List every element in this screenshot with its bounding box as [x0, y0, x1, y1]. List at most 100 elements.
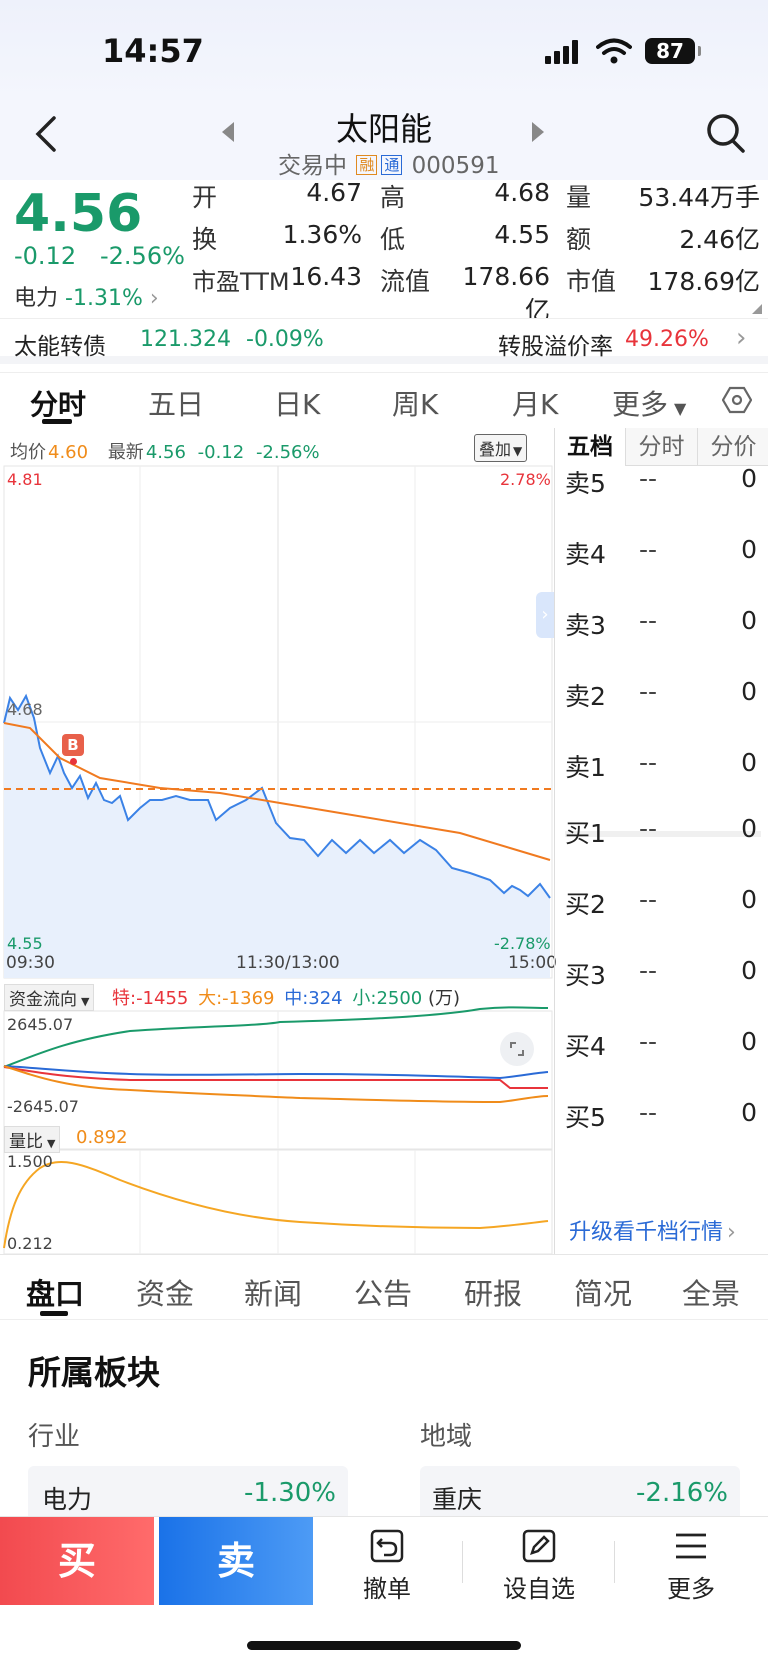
buy-row[interactable]: 买3 -- 0 — [565, 956, 757, 990]
expand-corner-icon[interactable] — [752, 304, 762, 314]
flow-max: 2645.07 — [7, 1015, 74, 1034]
intraday-chart[interactable]: 均价 4.60 最新 4.56 -0.12 -2.56% 叠加 ▼ 4.81 2.78… — [0, 428, 557, 1254]
more-button[interactable]: 更多 — [636, 1517, 746, 1607]
stock-subtitle: 交易中 融通 000591 — [278, 146, 499, 180]
dropdown-icon: ▼ — [47, 1137, 56, 1150]
vr-min: 0.212 — [7, 1234, 53, 1253]
tab-daily-k[interactable]: 日K — [274, 388, 321, 421]
active-tab-indicator — [42, 419, 72, 424]
next-stock-icon[interactable] — [530, 122, 544, 142]
tab-overview[interactable]: 全景 — [682, 1277, 741, 1311]
premium-rate: 49.26% — [625, 327, 709, 352]
industry-label: 行业 — [28, 1422, 81, 1452]
settings-icon[interactable] — [722, 385, 752, 415]
open-price: 4.67 — [306, 178, 362, 207]
active-tab-indicator — [40, 1311, 68, 1316]
volume: 53.44万手 — [638, 183, 760, 212]
expand-panel-handle[interactable]: › — [536, 592, 554, 638]
tab-funds[interactable]: 资金 — [136, 1277, 195, 1311]
sell-row[interactable]: 卖2 -- 0 — [565, 677, 757, 711]
sector-section: 所属板块 行业 地域 电力 -1.30% 重庆 -2.16% — [0, 1320, 768, 1526]
tab-handicap[interactable]: 盘口 — [26, 1277, 85, 1311]
chevron-right-icon: › — [736, 323, 747, 353]
tab-intraday[interactable]: 分时 — [30, 388, 87, 421]
battery-icon: 87 — [645, 38, 701, 64]
bond-name: 太能转债 — [14, 334, 106, 360]
cancel-order-button[interactable]: 撤单 — [332, 1517, 442, 1607]
menu-icon — [676, 1533, 706, 1559]
tab-monthly-k[interactable]: 月K — [512, 388, 559, 421]
tab-profile[interactable]: 简况 — [574, 1277, 633, 1311]
buy-row[interactable]: 买4 -- 0 — [565, 1027, 757, 1061]
chart-ref-price: 4.68 — [7, 700, 43, 719]
time-start: 09:30 — [6, 953, 55, 973]
premium-label: 转股溢价率 — [498, 334, 613, 360]
dropdown-icon: ▼ — [674, 399, 687, 418]
order-book-tabs: 五档 分时 分价 — [555, 428, 768, 466]
sell-button[interactable]: 卖 — [159, 1517, 313, 1605]
bond-price: 121.324 — [140, 327, 231, 352]
book-divider — [565, 831, 761, 837]
volume-ratio-dropdown[interactable]: 量比 ▼ — [4, 1126, 61, 1153]
fullscreen-icon[interactable] — [500, 1032, 534, 1066]
back-icon[interactable] — [32, 114, 62, 154]
tab-ticks[interactable]: 分时 — [625, 428, 697, 466]
tab-weekly-k[interactable]: 周K — [392, 388, 439, 421]
sell-row[interactable]: 卖3 -- 0 — [565, 606, 757, 640]
chart-legend: 均价 4.60 最新 4.56 -0.12 -2.56% — [10, 442, 320, 463]
fund-flow-dropdown[interactable]: 资金流向 ▼ — [4, 984, 95, 1011]
volume-ratio-value: 0.892 — [76, 1127, 128, 1148]
add-watchlist-button[interactable]: 设自选 — [484, 1517, 594, 1607]
buy-button[interactable]: 买 — [0, 1517, 154, 1605]
tab-price-dist[interactable]: 分价 — [697, 428, 768, 466]
fund-flow-legend: 特:-1455 大:-1369 中:324 小:2500 (万) — [112, 988, 461, 1009]
overlay-dropdown[interactable]: 叠加 ▼ — [474, 434, 528, 462]
price-change: -0.12 — [14, 242, 77, 270]
search-icon[interactable] — [706, 112, 746, 154]
amount: 2.46亿 — [679, 225, 760, 254]
low-price: 4.55 — [494, 220, 550, 249]
chart-bottom-pct: -2.78% — [494, 934, 551, 953]
order-book: 五档 分时 分价 卖5 -- 0 卖4 -- 0 卖3 -- 0 卖2 -- 0 卖1 -- 0 买1 -- 0… — [554, 428, 768, 1254]
region-label: 地域 — [420, 1422, 473, 1452]
chart-period-tabs: 分时 五日 日K 周K 月K 更多 ▼ — [0, 372, 768, 426]
dropdown-icon: ▼ — [81, 995, 90, 1008]
buy-row[interactable]: 买1 -- 0 — [565, 814, 757, 848]
pe-ttm: 16.43 — [290, 262, 362, 291]
sell-row[interactable]: 卖1 -- 0 — [565, 748, 757, 782]
buy-marker[interactable]: B — [62, 734, 84, 756]
wifi-icon — [596, 38, 632, 64]
status-time: 14:57 — [102, 32, 204, 70]
buy-row[interactable]: 买5 -- 0 — [565, 1098, 757, 1132]
stock-code: 000591 — [411, 153, 500, 179]
tab-announcements[interactable]: 公告 — [354, 1277, 413, 1311]
trade-toolbar: 买 卖 撤单 设自选 更多 — [0, 1516, 768, 1606]
sell-row[interactable]: 卖5 -- 0 — [565, 464, 757, 498]
tab-five-day[interactable]: 五日 — [148, 388, 205, 421]
tab-five-levels[interactable]: 五档 — [555, 428, 625, 466]
sector-link[interactable]: 电力 -1.31% › — [14, 286, 159, 311]
bond-pct: -0.09% — [246, 327, 324, 352]
sell-row[interactable]: 卖4 -- 0 — [565, 535, 757, 569]
edit-icon — [522, 1529, 556, 1563]
signal-icon — [545, 40, 581, 64]
chart-top-pct: 2.78% — [500, 470, 551, 489]
time-end: 15:00 — [508, 953, 557, 973]
buy-row[interactable]: 买2 -- 0 — [565, 885, 757, 919]
flow-min: -2645.07 — [7, 1097, 79, 1116]
tab-more[interactable]: 更多 ▼ — [612, 388, 687, 421]
prev-stock-icon[interactable] — [222, 122, 236, 142]
detail-tabs: 盘口 资金 新闻 公告 研报 简况 全景 — [0, 1254, 768, 1320]
last-price: 4.56 — [14, 184, 143, 244]
trading-state: 交易中 — [278, 153, 347, 179]
tab-news[interactable]: 新闻 — [244, 1277, 303, 1311]
convertible-bond-row[interactable]: 太能转债 121.324 -0.09% 转股溢价率 49.26% › — [0, 318, 768, 364]
time-mid: 11:30/13:00 — [236, 953, 340, 973]
upgrade-link[interactable]: 升级看千档行情 › — [569, 1220, 736, 1245]
undo-icon — [370, 1529, 404, 1563]
chart-canvas — [3, 465, 553, 1254]
stock-name: 太阳能 — [335, 110, 432, 148]
tab-research[interactable]: 研报 — [464, 1277, 523, 1311]
connect-badge: 通 — [381, 155, 403, 175]
market-cap: 178.69亿 — [647, 267, 760, 296]
